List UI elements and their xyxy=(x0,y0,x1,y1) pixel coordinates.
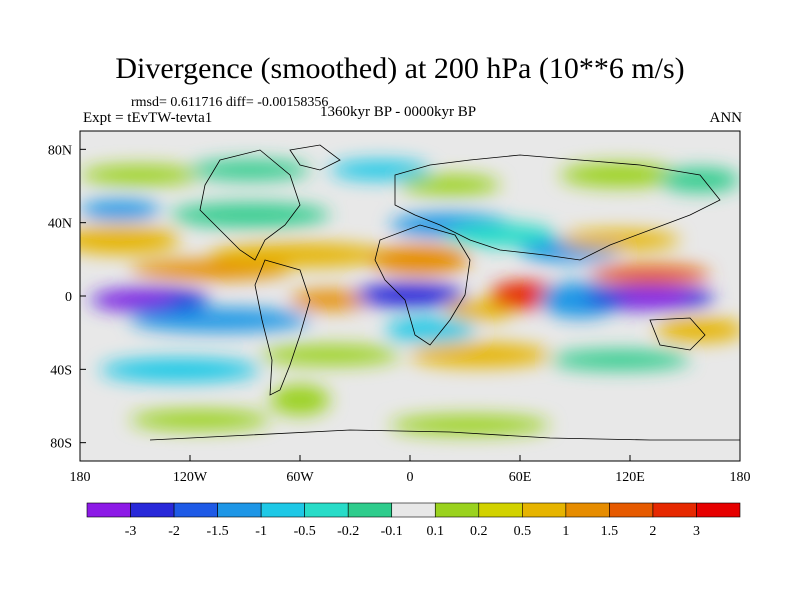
colorbar-label: 2 xyxy=(649,524,656,539)
colorbar-label: -3 xyxy=(125,524,137,539)
period-label: 1360kyr BP - 0000kyr BP xyxy=(320,104,477,120)
colorbar-label: 0.5 xyxy=(514,524,532,539)
coastlines xyxy=(149,144,740,441)
x-tick-label: 180 xyxy=(70,470,91,485)
x-tick-label: 0 xyxy=(407,470,414,485)
colorbar-swatch xyxy=(260,502,305,518)
x-tick-label: 180 xyxy=(730,470,751,485)
x-tick-label: 60E xyxy=(509,470,532,485)
y-tick-label: 80N xyxy=(48,143,72,158)
colorbar-label: -0.2 xyxy=(337,524,359,539)
y-tick-label: 0 xyxy=(65,290,72,305)
contour-field xyxy=(80,160,740,435)
colorbar-swatch xyxy=(522,502,567,518)
colorbar-swatch xyxy=(391,502,436,518)
colorbar-label: -0.5 xyxy=(294,524,316,539)
y-tick-label: 40N xyxy=(48,217,72,232)
colorbar-swatch xyxy=(478,502,523,518)
x-tick-label: 120W xyxy=(173,470,208,485)
colorbar: -3 -2 -1.5 -1 -0.5 -0.2 -0.1 0.1 0.2 0.5 1 1.5 2 3 xyxy=(86,502,741,539)
colorbar-swatch xyxy=(86,502,131,518)
chart-title: Divergence (smoothed) at 200 hPa (10**6 … xyxy=(115,52,685,85)
y-tick-label: 40S xyxy=(50,363,72,378)
x-tick-label: 60W xyxy=(286,470,314,485)
colorbar-swatch xyxy=(130,502,175,518)
colorbar-label: 0.1 xyxy=(427,524,445,539)
colorbar-swatch xyxy=(173,502,218,518)
experiment-label: Expt = tEvTW-tevta1 xyxy=(83,110,213,126)
colorbar-swatch xyxy=(434,502,480,518)
colorbar-label: -1 xyxy=(255,524,267,539)
colorbar-label: 3 xyxy=(693,524,700,539)
colorbar-swatch xyxy=(565,502,610,518)
colorbar-swatch xyxy=(609,502,654,518)
colorbar-label: -1.5 xyxy=(207,524,229,539)
colorbar-label: 1.5 xyxy=(601,524,619,539)
colorbar-label: -2 xyxy=(168,524,180,539)
y-tick-label: 80S xyxy=(50,437,72,452)
season-label: ANN xyxy=(709,110,743,126)
x-axis: 180 120W 60W 0 60E 120E 180 xyxy=(70,455,751,485)
colorbar-swatch xyxy=(696,502,741,518)
colorbar-swatch xyxy=(217,502,262,518)
colorbar-swatch xyxy=(347,502,393,518)
colorbar-label: -0.1 xyxy=(381,524,403,539)
colorbar-swatch xyxy=(304,502,349,518)
colorbar-swatch xyxy=(652,502,697,518)
y-axis: 80N 40N 0 40S 80S xyxy=(48,143,86,452)
x-tick-label: 120E xyxy=(615,470,645,485)
colorbar-label: 1 xyxy=(562,524,569,539)
stats-text: rmsd= 0.611716 diff= -0.00158356 xyxy=(131,95,329,110)
colorbar-label: 0.2 xyxy=(470,524,488,539)
